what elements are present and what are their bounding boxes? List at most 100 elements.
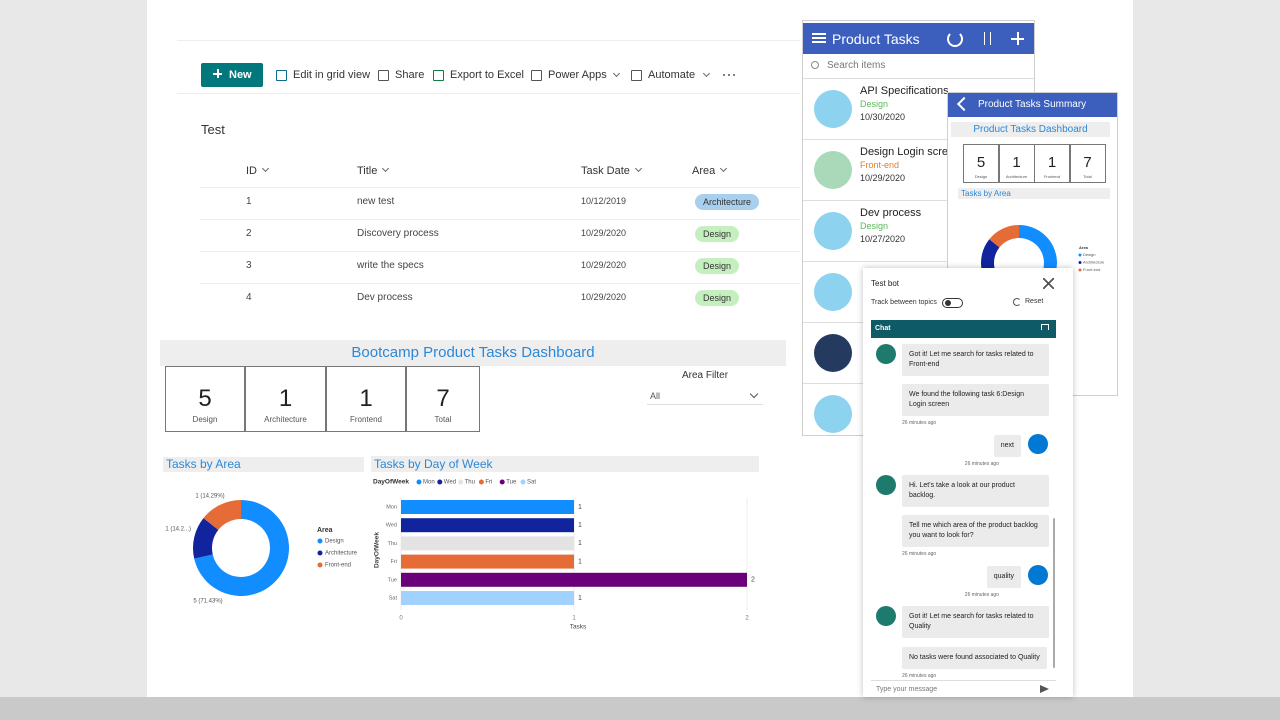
kpi-label: Total	[434, 415, 452, 424]
y-axis-title: DayOfWeek	[374, 532, 381, 568]
bot-avatar	[876, 606, 896, 626]
filter-label: Area Filter	[681, 370, 729, 381]
chart: 5 (71.43%) 1 (14.2...) 1 (14.29%) Area Desig…	[165, 479, 755, 631]
kpi-label: Frontend	[349, 415, 383, 424]
menu-line	[812, 33, 826, 35]
cell: 10/12/2019	[581, 196, 627, 206]
sharepoint-list: New Edit in grid view Share Export to Excel…	[177, 40, 800, 331]
row-divider	[200, 219, 800, 220]
app-title: Product Tasks	[832, 31, 920, 47]
data-label: 1 (14.2...)	[165, 527, 191, 533]
more-button[interactable]	[723, 74, 737, 78]
item-area: Design	[860, 99, 889, 109]
message-time: 26 minutes ago	[902, 420, 937, 426]
donut-segment	[194, 500, 289, 596]
toolbar-label: Power Apps	[548, 69, 607, 81]
chat-messages: Got it! Let me search for tasks related …	[871, 338, 1056, 678]
list-item[interactable]: Design Login screen Front-end 10/29/2020	[803, 140, 1034, 201]
toolbar-label: Edit in grid view	[293, 69, 371, 81]
message: Hi. Let's take a look at our product bac…	[871, 475, 1056, 507]
chat-header: Chat	[871, 320, 1056, 338]
bar	[401, 554, 574, 569]
kpi-value: 1	[1047, 154, 1057, 171]
data-label: 5 (71.43%)	[193, 599, 222, 605]
dot	[728, 74, 730, 76]
message-bubble: Tell me which area of the product backlo…	[902, 515, 1049, 547]
flag-icon[interactable]	[1041, 324, 1049, 330]
toolbar-divider	[177, 93, 800, 94]
send-button[interactable]	[1040, 685, 1049, 693]
close-button[interactable]	[1043, 278, 1054, 289]
sort-button[interactable]	[984, 32, 991, 45]
legend-label: Sat	[527, 480, 536, 486]
legend-label: Architecture	[1083, 260, 1105, 265]
toolbar-icon	[276, 70, 287, 81]
legend-label: Design	[325, 539, 344, 545]
x-tick-label: 0	[399, 616, 403, 622]
toolbar-label: Share	[395, 69, 425, 81]
list-item[interactable]	[803, 384, 1034, 435]
bar	[401, 518, 574, 533]
dot	[733, 74, 735, 76]
toggle[interactable]	[942, 298, 963, 308]
new-button[interactable]: New	[201, 63, 263, 87]
kpi-value: 5	[976, 154, 986, 171]
kpi-value: 1	[1012, 154, 1021, 171]
column-header[interactable]: Task Date	[581, 164, 642, 177]
column-header-label: Area	[692, 165, 716, 177]
chevron	[382, 164, 390, 173]
chart-title: Tasks by Day of Week	[371, 456, 759, 472]
search-placeholder[interactable]: Search items	[827, 60, 886, 71]
reset-button[interactable]: Reset	[1025, 298, 1044, 305]
toolbar-icon	[631, 70, 642, 81]
filter-dropdown[interactable]: All	[647, 387, 763, 405]
message-time: 26 minutes ago	[964, 461, 999, 467]
kpi-label: Total	[1083, 174, 1092, 179]
taskbar-strip	[0, 697, 1280, 720]
kpi-value: 1	[359, 385, 373, 412]
cell: 10/29/2020	[581, 228, 627, 238]
item-icon	[814, 90, 852, 128]
item-icon	[814, 334, 852, 372]
kpi-card: 7 Total	[406, 366, 480, 432]
x-axis-title: Tasks	[570, 624, 587, 631]
message-bubble: No tasks were found associated to Qualit…	[902, 647, 1047, 669]
data-label: 1	[578, 522, 582, 529]
x-tick-label: 2	[745, 616, 749, 622]
legend-swatch	[499, 479, 505, 485]
message-time: 26 minutes ago	[902, 551, 937, 557]
item-icon	[814, 395, 852, 433]
column-header-label: Task Date	[581, 165, 630, 177]
list-item[interactable]	[803, 323, 1034, 384]
bar	[401, 572, 747, 587]
chevron	[634, 164, 642, 173]
legend-swatch	[1078, 261, 1082, 264]
item-area: Design	[860, 221, 889, 231]
data-label: 1	[578, 558, 582, 565]
area-pill: Architecture	[695, 194, 760, 210]
message: next 26 minutes ago	[871, 434, 1056, 467]
message-input[interactable]: Type your message	[876, 686, 938, 693]
toolbar-icon	[433, 70, 444, 81]
column-header-label: ID	[246, 165, 257, 177]
refresh-button[interactable]	[947, 31, 963, 47]
column-header[interactable]: Area	[692, 164, 728, 177]
list-item[interactable]: Dev process Design 10/27/2020	[803, 201, 1034, 262]
kpi-card: 1 Architecture	[245, 366, 326, 432]
column-header[interactable]: ID	[246, 164, 270, 177]
chart-title: Tasks by Area	[163, 457, 364, 472]
input-divider	[871, 680, 1056, 681]
menu-line	[812, 37, 826, 39]
legend-swatch	[458, 479, 464, 485]
bot-title: Test bot	[871, 279, 900, 288]
list-item[interactable]: API Specifications Design 10/30/2020	[803, 79, 1034, 140]
add-button[interactable]	[1011, 32, 1024, 45]
filter-value: All	[650, 391, 661, 401]
column-header-label: Title	[357, 165, 378, 177]
message: quality 26 minutes ago	[871, 565, 1056, 598]
area-pill: Design	[695, 290, 740, 306]
column-header[interactable]: Title	[357, 164, 390, 177]
item-date: 10/30/2020	[860, 112, 906, 122]
row-divider	[200, 187, 800, 188]
